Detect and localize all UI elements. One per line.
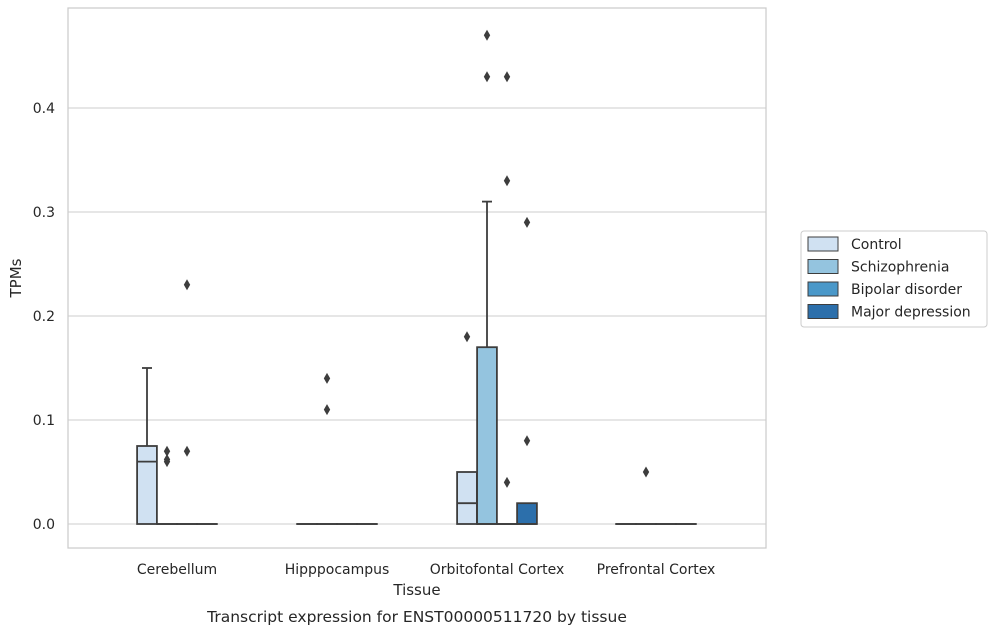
outlier-point — [523, 435, 531, 447]
outlier-point — [163, 445, 171, 457]
x-tick-label: Hipppocampus — [285, 562, 390, 578]
outlier-point — [503, 71, 511, 83]
outlier-point — [483, 71, 491, 83]
box — [476, 200, 498, 525]
legend-swatch — [807, 304, 839, 319]
outlier-point — [323, 404, 331, 416]
legend-label: Control — [851, 237, 902, 253]
x-tick-label: Orbitofontal Cortex — [430, 562, 565, 578]
box-body — [136, 445, 158, 525]
y-tick-label: 0.0 — [33, 517, 55, 533]
box — [456, 471, 478, 525]
outlier-point — [503, 476, 511, 488]
outlier-point — [523, 216, 531, 228]
y-axis-label: TPMs — [7, 258, 25, 298]
outlier-point — [463, 331, 471, 343]
y-tick-label: 0.4 — [33, 101, 55, 117]
legend-frame — [800, 230, 988, 328]
y-tick-label: 0.1 — [33, 413, 55, 429]
y-tick-label: 0.3 — [33, 205, 55, 221]
outlier-point — [483, 29, 491, 41]
box-body — [476, 346, 498, 525]
x-tick-label: Cerebellum — [137, 562, 217, 578]
outlier-point — [503, 175, 511, 187]
outliers — [163, 29, 650, 488]
legend-swatch — [807, 259, 839, 274]
x-axis-label: Tissue — [392, 581, 440, 599]
legend: Control Schizophrenia Bipolar disorder Majo… — [800, 230, 988, 328]
plot-frame — [67, 7, 767, 549]
y-axis-ticks: 0.0 0.1 0.2 0.3 0.4 — [33, 101, 55, 533]
legend-label: Schizophrenia — [851, 260, 949, 276]
x-tick-label: Prefrontal Cortex — [597, 562, 716, 578]
y-tick-label: 0.2 — [33, 309, 55, 325]
chart-caption: Transcript expression for ENST0000051172… — [206, 608, 627, 626]
outlier-point — [163, 454, 171, 466]
x-axis-ticks: Cerebellum Hipppocampus Orbitofontal Corte… — [137, 562, 715, 578]
boxes — [136, 200, 697, 525]
legend-swatch — [807, 281, 839, 297]
box-body — [456, 471, 478, 525]
outlier-point — [323, 372, 331, 384]
legend-label: Major depression — [851, 305, 971, 321]
outlier-point — [183, 445, 191, 457]
grid-lines — [68, 107, 766, 525]
box — [516, 502, 538, 525]
outlier-point — [183, 279, 191, 291]
legend-swatch — [807, 236, 839, 252]
outlier-point — [642, 466, 650, 478]
box-body — [516, 502, 538, 525]
legend-label: Bipolar disorder — [851, 282, 962, 298]
box — [136, 367, 158, 525]
